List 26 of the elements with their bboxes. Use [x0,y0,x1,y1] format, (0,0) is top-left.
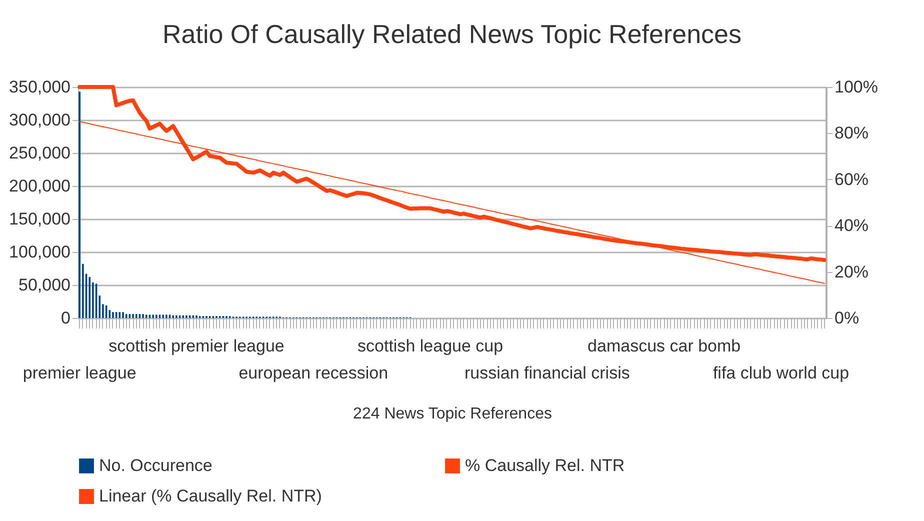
y-tick-label: 300,000 [9,110,70,130]
legend-label: Linear (% Causally Rel. NTR) [99,486,322,506]
x-tick-label: premier league [22,364,136,382]
legend-label: No. Occurence [99,456,212,475]
y-tick-label: 0 [61,308,70,328]
y-tick-label: 100,000 [9,242,70,262]
y2-tick-label: 60% [834,170,869,189]
y2-tick-label: 20% [834,262,869,282]
y2-tick-label: 40% [834,216,869,236]
x-tick-label: scottish league cup [358,336,504,356]
x-axis-title: 224 News Topic References [353,406,552,422]
x-tick-label: scottish premier league [108,336,284,356]
y-tick-label: 350,000 [9,78,70,96]
y2-tick-label: 100% [834,78,878,96]
legend-label: % Causally Rel. NTR [465,456,625,475]
chart-title: Ratio Of Causally Related News Topic References [162,19,742,49]
x-tick-label: russian financial crisis [464,364,630,382]
y-tick-label: 200,000 [9,176,70,196]
x-tick-label: fifa club world cup [712,364,850,382]
x-tick-label: damascus car bomb [588,336,741,356]
x-tick-label: european recession [238,364,388,382]
y2-tick-label: 80% [834,124,869,143]
y-tick-label: 150,000 [9,210,70,228]
y-tick-label: 50,000 [18,276,70,294]
y-tick-label: 250,000 [9,144,70,162]
y2-tick-label: 0% [834,308,860,328]
